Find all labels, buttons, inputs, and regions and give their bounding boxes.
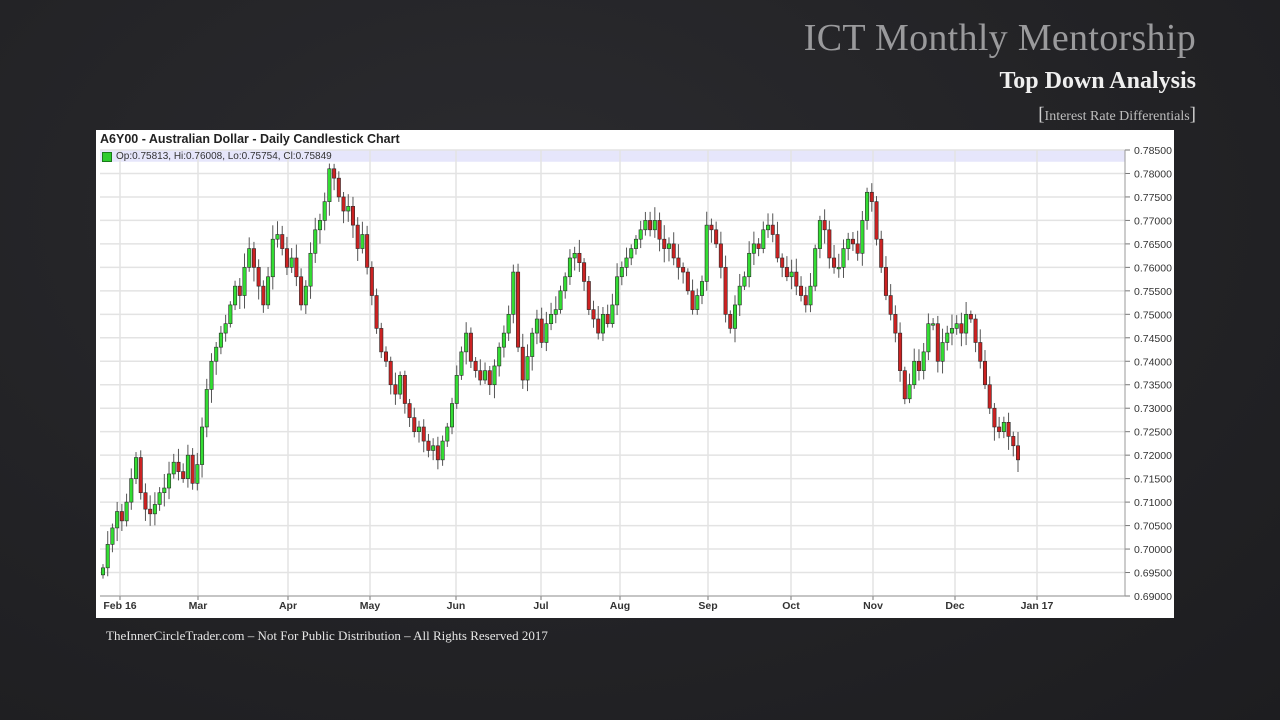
y-axis-tick-label: 0.78500 — [1134, 145, 1172, 157]
chart-plot-area: 0.78500 0.78000 0.77500 0.77000 0.76500 0.760… — [100, 145, 1172, 612]
bracket-close: ] — [1189, 104, 1196, 125]
slide-subtitle: Top Down Analysis — [999, 68, 1196, 94]
y-axis-tick-label: 0.72500 — [1134, 427, 1172, 439]
y-axis-tick-label: 0.75500 — [1134, 286, 1172, 298]
slide-title: ICT Monthly Mentorship — [803, 17, 1196, 59]
y-axis-tick-label: 0.71500 — [1134, 474, 1172, 486]
x-axis-tick-label: Oct — [782, 600, 800, 612]
topic-text: Interest Rate Differentials — [1044, 109, 1190, 124]
x-axis-tick-label: Feb 16 — [103, 600, 136, 612]
x-axis-tick-label: Jan 17 — [1021, 600, 1054, 612]
chart-title: A6Y00 - Australian Dollar - Daily Candle… — [100, 132, 400, 146]
y-axis-tick-label: 0.74000 — [1134, 356, 1172, 368]
x-axis-tick-label: Jul — [533, 600, 548, 612]
x-axis-tick-label: Dec — [945, 600, 964, 612]
y-axis-tick-label: 0.73500 — [1134, 380, 1172, 392]
x-axis-tick-label: Apr — [279, 600, 297, 612]
x-axis-tick-label: Sep — [698, 600, 717, 612]
y-axis-tick-label: 0.72000 — [1134, 450, 1172, 462]
up-candle-legend-icon — [102, 151, 112, 162]
copyright-footer: TheInnerCircleTrader.com – Not For Publi… — [106, 628, 548, 643]
y-axis-tick-label: 0.73000 — [1134, 403, 1172, 415]
ohlc-values: Op:0.75813, Hi:0.76008, Lo:0.75754, Cl:0… — [116, 151, 332, 162]
y-axis-tick-label: 0.69000 — [1134, 591, 1172, 603]
y-axis-tick-label: 0.77000 — [1134, 215, 1172, 227]
candlestick-chart: 0.78500 0.78000 0.77500 0.77000 0.76500 0.760… — [96, 130, 1174, 618]
y-axis-tick-label: 0.77500 — [1134, 192, 1172, 204]
y-axis-tick-label: 0.76000 — [1134, 262, 1172, 274]
x-axis-tick-label: Jun — [447, 600, 466, 612]
x-axis-tick-label: May — [360, 600, 381, 612]
y-axis-tick-label: 0.75000 — [1134, 309, 1172, 321]
bracket-open: [ — [1038, 104, 1045, 125]
ohlc-readout: Op:0.75813, Hi:0.76008, Lo:0.75754, Cl:0… — [102, 151, 332, 162]
y-axis-tick-label: 0.69500 — [1134, 568, 1172, 580]
y-axis-tick-label: 0.74500 — [1134, 333, 1172, 345]
slide-topic-tag: [Interest Rate Differentials] — [1038, 104, 1196, 126]
y-axis-tick-label: 0.78000 — [1134, 168, 1172, 180]
y-axis-tick-label: 0.70500 — [1134, 521, 1172, 533]
y-axis-tick-label: 0.71000 — [1134, 497, 1172, 509]
y-axis-tick-label: 0.76500 — [1134, 239, 1172, 251]
y-axis-tick-label: 0.70000 — [1134, 544, 1172, 556]
x-axis-tick-label: Mar — [189, 600, 208, 612]
x-axis-tick-label: Nov — [863, 600, 883, 612]
x-axis-tick-label: Aug — [610, 600, 630, 612]
